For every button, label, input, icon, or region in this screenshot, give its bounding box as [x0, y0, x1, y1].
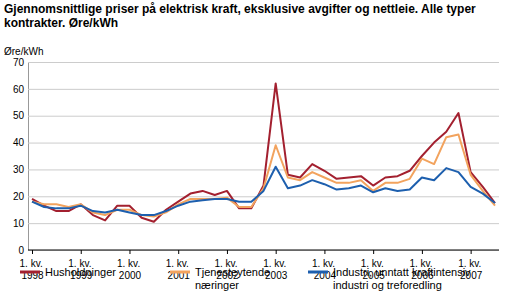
legend-swatch: [308, 271, 328, 274]
plot-area: [32, 83, 495, 221]
y-tick-label: 70: [13, 57, 25, 68]
x-tick-mark: [276, 250, 277, 254]
chart: Gjennomsnittlige priser på elektrisk kra…: [0, 0, 511, 296]
x-tick-label: 1. kv. 2000: [117, 258, 143, 281]
legend-item: Industri, unntatt kraftintensiv industri…: [308, 266, 474, 291]
legend-item: Tjenesteytende næringer: [170, 266, 273, 291]
legend-item: Husholdninger: [20, 266, 116, 278]
y-axis-title: Øre/kWh: [4, 46, 43, 57]
x-axis: 1. kv. 19981. kv. 19991. kv. 20001. kv. …: [20, 250, 499, 281]
legend-swatch: [20, 271, 40, 274]
grid-line: [28, 143, 499, 144]
x-tick-label: 1. kv. 1998: [20, 258, 46, 281]
series-line: [32, 167, 495, 215]
series-line: [32, 135, 495, 217]
y-tick: 50: [13, 110, 499, 121]
y-tick: 40: [13, 137, 499, 148]
legend-swatch: [170, 271, 190, 274]
grid-line: [28, 89, 499, 90]
y-tick-label: 40: [13, 137, 25, 148]
y-axis-line: [29, 63, 500, 251]
x-tick-label: 1. kv. 2001: [166, 258, 192, 281]
y-tick: 70: [13, 57, 499, 68]
legend-label: Husholdninger: [45, 266, 116, 278]
grid-line: [28, 169, 499, 170]
title: Gjennomsnittlige priser på elektrisk kra…: [4, 2, 479, 30]
x-tick-mark: [178, 250, 179, 254]
series-line: [32, 83, 495, 221]
grid-line: [28, 116, 499, 117]
grid-line: [28, 223, 499, 224]
y-tick: 0: [18, 245, 499, 256]
y-tick: 60: [13, 84, 499, 95]
x-tick-mark: [81, 250, 82, 254]
legend: Husholdninger Tjenesteytende næringer Indu…: [20, 266, 474, 291]
y-tick: 10: [13, 218, 499, 229]
y-tick-label: 60: [13, 84, 25, 95]
x-tick-mark: [373, 250, 374, 254]
x-tick: 1. kv. 1998: [20, 250, 46, 281]
grid-line: [28, 250, 499, 251]
grid-line: [28, 62, 499, 63]
x-tick-mark: [422, 250, 423, 254]
legend-label: Industri, unntatt kraftintensiv industri…: [333, 266, 474, 291]
x-axis-line: [28, 250, 499, 251]
y-axis: 0 10 20 30 40 50 60 70: [13, 57, 499, 256]
y-tick: 30: [13, 164, 499, 175]
grid-line: [28, 196, 499, 197]
x-tick-mark: [129, 250, 130, 254]
x-tick-mark: [324, 250, 325, 254]
x-tick: 1. kv. 2000: [117, 250, 143, 281]
legend-label: Tjenesteytende næringer: [195, 266, 273, 291]
x-tick-mark: [227, 250, 228, 254]
x-tick-mark: [32, 250, 33, 254]
y-tick-label: 30: [13, 164, 25, 175]
y-tick-label: 50: [13, 110, 25, 121]
y-tick-label: 20: [13, 191, 25, 202]
y-tick-label: 10: [13, 218, 25, 229]
x-tick: 1. kv. 2001: [166, 250, 192, 281]
y-tick-label: 0: [18, 245, 24, 256]
x-tick-mark: [471, 250, 472, 254]
